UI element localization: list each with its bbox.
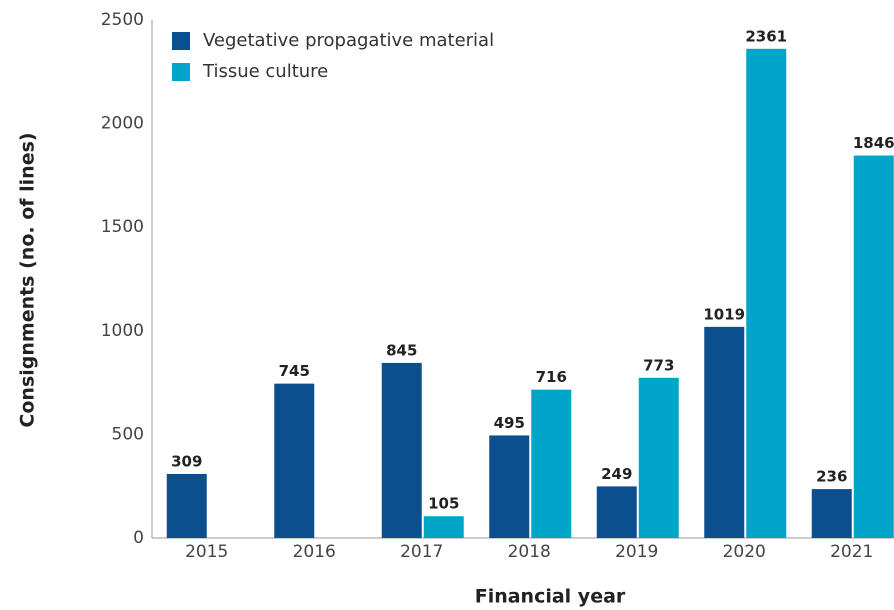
value-label: 845: [386, 341, 417, 359]
value-label: 2361: [745, 27, 787, 45]
bar: [811, 489, 852, 538]
bar: [531, 389, 572, 538]
value-label: 236: [816, 468, 847, 486]
x-tick-label: 2019: [615, 542, 658, 562]
x-tick-label: 2016: [293, 542, 336, 562]
bar: [381, 362, 422, 538]
legend-swatch: [172, 63, 190, 81]
bar: [596, 486, 637, 538]
value-label: 773: [643, 356, 674, 374]
value-label: 495: [494, 414, 525, 432]
bar: [423, 516, 464, 538]
x-tick-label: 2015: [185, 542, 228, 562]
x-axis-label: Financial year: [475, 586, 626, 608]
y-axis-label: Consignments (no. of lines): [17, 132, 39, 427]
bar: [746, 48, 787, 538]
x-tick-label: 2020: [723, 542, 766, 562]
x-tick-label: 2021: [830, 542, 873, 562]
bar: [166, 473, 207, 538]
y-tick-label: 2500: [101, 10, 144, 30]
y-tick-label: 2000: [101, 114, 144, 134]
legend-label: Vegetative propagative material: [203, 30, 494, 51]
x-tick-label: 2017: [400, 542, 443, 562]
bar: [489, 435, 530, 538]
value-label: 105: [428, 495, 459, 513]
value-label: 309: [171, 452, 202, 470]
legend-swatch: [172, 32, 190, 50]
value-label: 1019: [703, 305, 745, 323]
y-tick-label: 0: [133, 528, 144, 548]
bar: [274, 383, 315, 538]
bar: [704, 326, 745, 538]
y-tick-label: 500: [112, 424, 144, 444]
bar: [638, 377, 679, 538]
value-label: 1846: [853, 134, 894, 152]
value-label: 745: [279, 362, 310, 380]
y-tick-label: 1500: [101, 217, 144, 237]
value-label: 716: [536, 368, 567, 386]
bar: [853, 155, 894, 539]
legend-label: Tissue culture: [202, 61, 328, 82]
y-tick-label: 1000: [101, 321, 144, 341]
x-tick-label: 2018: [508, 542, 551, 562]
value-label: 249: [601, 465, 632, 483]
